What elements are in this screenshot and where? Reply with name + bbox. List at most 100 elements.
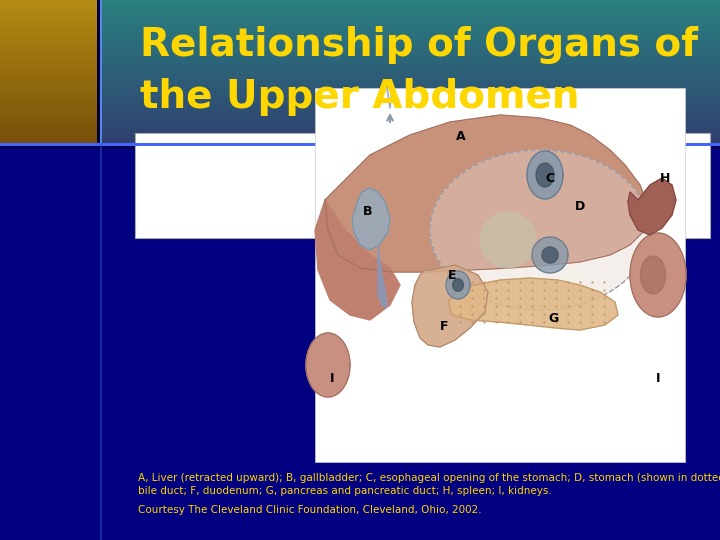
Bar [97, 19, 720, 20]
Bar [97, 34, 720, 35]
Bar [97, 120, 720, 121]
Bar [97, 108, 720, 109]
Bar [97, 125, 720, 126]
Bar [97, 55, 720, 56]
Bar [0, 88, 97, 89]
Bar [97, 13, 720, 14]
Bar [97, 122, 720, 123]
Bar [97, 38, 720, 39]
Bar [0, 122, 97, 123]
Bar [0, 103, 97, 104]
Bar [0, 132, 97, 133]
Bar [97, 25, 720, 26]
Polygon shape [315, 200, 400, 320]
Bar [97, 52, 720, 53]
Polygon shape [628, 178, 676, 235]
Bar [0, 82, 97, 83]
Bar [97, 57, 720, 58]
Bar [97, 96, 720, 97]
Bar [97, 50, 720, 51]
Bar [0, 16, 97, 17]
Bar [97, 41, 720, 42]
Bar [0, 13, 97, 14]
Bar [97, 26, 720, 27]
Bar [0, 28, 97, 29]
Bar [97, 85, 720, 86]
Bar [97, 49, 720, 50]
Bar [0, 8, 97, 9]
Bar [97, 92, 720, 93]
Bar [100, 143, 102, 540]
Bar [97, 73, 720, 74]
Bar [0, 70, 97, 71]
Bar [0, 143, 720, 149]
Polygon shape [532, 237, 568, 273]
Bar [0, 84, 97, 85]
Bar [0, 44, 97, 45]
Polygon shape [306, 333, 350, 397]
Bar [97, 40, 720, 41]
Bar [97, 42, 720, 43]
Bar [0, 133, 97, 134]
Bar [0, 37, 97, 38]
Bar [0, 0, 97, 1]
Bar [0, 143, 720, 148]
Bar [97, 45, 720, 46]
Bar [0, 6, 97, 7]
Bar [97, 9, 720, 10]
Bar [0, 98, 97, 99]
Bar [97, 62, 720, 63]
Bar [0, 111, 97, 112]
Bar [0, 45, 97, 46]
Bar [97, 97, 720, 98]
Bar [0, 126, 97, 127]
Bar [97, 61, 720, 62]
Bar [0, 91, 97, 92]
Bar [0, 25, 97, 26]
Bar [0, 12, 97, 13]
Bar [0, 130, 97, 131]
Bar [0, 87, 97, 88]
Bar [97, 112, 720, 113]
Bar [0, 23, 97, 24]
Bar [0, 143, 720, 146]
Polygon shape [325, 115, 650, 272]
Bar [97, 51, 720, 52]
Bar [97, 84, 720, 85]
Bar [0, 49, 97, 50]
Bar [0, 140, 97, 141]
Bar [97, 83, 720, 84]
Bar [97, 18, 720, 19]
Bar [0, 114, 97, 115]
Bar [0, 52, 97, 53]
Text: E: E [448, 269, 456, 282]
Bar [97, 128, 720, 129]
Bar [97, 35, 720, 36]
Bar [0, 108, 97, 109]
Text: B: B [363, 205, 372, 218]
Bar [97, 124, 720, 125]
Bar [100, 0, 102, 143]
Bar [0, 78, 97, 79]
Bar [0, 99, 97, 100]
Bar [0, 112, 97, 113]
Bar [97, 113, 720, 114]
Bar [97, 68, 720, 69]
Bar [0, 123, 97, 124]
Bar [0, 67, 97, 68]
Bar [97, 134, 720, 135]
Bar [0, 57, 97, 58]
Bar [97, 58, 720, 59]
Bar [97, 132, 720, 133]
Bar [97, 70, 720, 71]
Bar [0, 142, 97, 143]
Bar [97, 109, 720, 110]
Bar [97, 54, 720, 55]
Bar [97, 56, 720, 57]
Bar [97, 98, 720, 99]
Bar [0, 102, 97, 103]
Bar [0, 118, 97, 119]
Bar [97, 71, 720, 72]
Bar [97, 24, 720, 25]
Bar [0, 2, 97, 3]
